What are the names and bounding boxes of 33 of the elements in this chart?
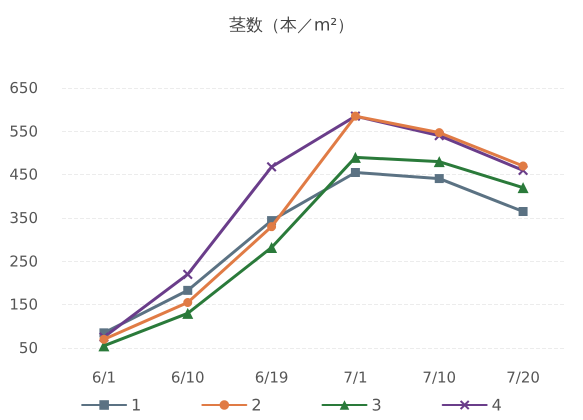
point — [183, 286, 192, 295]
x-tick-label: 6/1 — [92, 368, 116, 386]
y-tick-label: 450 — [9, 166, 38, 184]
y-tick-label: 550 — [9, 122, 38, 140]
point — [183, 298, 192, 307]
point — [518, 207, 528, 216]
point — [434, 156, 445, 168]
point — [266, 162, 277, 172]
point — [182, 269, 193, 280]
point — [434, 174, 444, 184]
y-tick-label: 650 — [9, 79, 38, 97]
x-tick-label: 7/10 — [422, 368, 456, 386]
legend-label: 3 — [372, 396, 382, 414]
x-tick-label: 6/19 — [254, 368, 288, 386]
point — [434, 128, 444, 138]
y-tick-label: 50 — [18, 339, 38, 357]
point — [267, 222, 276, 232]
point — [266, 242, 278, 253]
x-tick-label: 7/20 — [506, 368, 540, 386]
legend-label: 2 — [251, 396, 262, 414]
point — [99, 334, 108, 344]
point — [518, 162, 528, 170]
point — [518, 182, 529, 194]
legend-label: 4 — [492, 396, 502, 414]
x-tick-label: 6/10 — [170, 368, 205, 386]
point — [182, 308, 194, 319]
y-tick-label: 150 — [9, 296, 38, 314]
y-tick-label: 250 — [9, 252, 38, 270]
x-tick-label: 7/1 — [343, 368, 368, 386]
legend-label: 1 — [131, 396, 142, 414]
y-tick-label: 350 — [9, 209, 38, 227]
chart-title: 茎数（本／m²） — [228, 16, 354, 36]
point — [350, 168, 360, 177]
